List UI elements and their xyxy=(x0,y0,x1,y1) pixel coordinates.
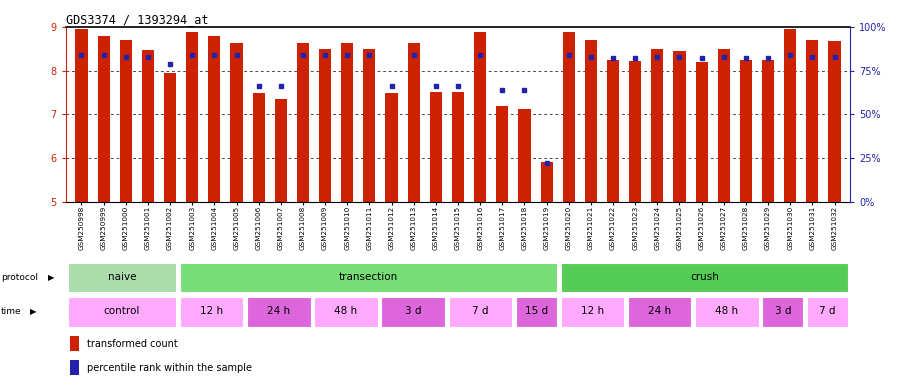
Bar xyxy=(430,91,442,202)
Text: time: time xyxy=(1,308,22,316)
Bar xyxy=(496,106,508,202)
Bar xyxy=(70,360,80,375)
Bar xyxy=(452,91,464,202)
Text: 12 h: 12 h xyxy=(200,306,224,316)
Text: 48 h: 48 h xyxy=(334,306,357,316)
Text: percentile rank within the sample: percentile rank within the sample xyxy=(87,362,252,373)
Bar xyxy=(231,43,243,202)
Bar xyxy=(186,32,198,202)
Bar xyxy=(120,40,132,202)
Bar xyxy=(540,162,552,202)
Bar xyxy=(381,297,445,327)
Text: control: control xyxy=(104,306,140,316)
Bar xyxy=(562,32,575,202)
Text: ▶: ▶ xyxy=(30,308,37,316)
Text: crush: crush xyxy=(690,272,719,282)
Bar xyxy=(386,93,398,202)
Bar xyxy=(762,60,774,202)
Bar xyxy=(253,93,265,202)
Bar xyxy=(68,263,176,292)
Text: 15 d: 15 d xyxy=(525,306,548,316)
Bar xyxy=(75,29,88,202)
Bar xyxy=(314,297,377,327)
Bar xyxy=(784,29,796,202)
Text: 3 d: 3 d xyxy=(775,306,791,316)
Text: transection: transection xyxy=(339,272,398,282)
Bar xyxy=(561,263,848,292)
Bar xyxy=(828,41,841,202)
Bar xyxy=(762,297,803,327)
Bar xyxy=(180,263,557,292)
Bar xyxy=(516,297,557,327)
Bar xyxy=(561,297,624,327)
Text: 48 h: 48 h xyxy=(715,306,738,316)
Text: GDS3374 / 1393294_at: GDS3374 / 1393294_at xyxy=(66,13,209,26)
Text: 3 d: 3 d xyxy=(405,306,421,316)
Bar xyxy=(408,43,420,202)
Bar xyxy=(164,73,176,202)
Bar xyxy=(208,36,221,202)
Bar xyxy=(695,297,758,327)
Text: 7 d: 7 d xyxy=(472,306,488,316)
Bar xyxy=(70,336,80,351)
Text: 12 h: 12 h xyxy=(581,306,604,316)
Bar xyxy=(68,297,176,327)
Text: ▶: ▶ xyxy=(48,273,54,282)
Bar xyxy=(364,49,376,202)
Bar xyxy=(180,297,244,327)
Bar xyxy=(297,43,309,202)
Bar xyxy=(474,32,486,202)
Bar xyxy=(518,109,530,202)
Bar xyxy=(247,297,311,327)
Text: naive: naive xyxy=(108,272,136,282)
Text: transformed count: transformed count xyxy=(87,339,178,349)
Bar xyxy=(584,40,597,202)
Bar xyxy=(806,40,819,202)
Text: protocol: protocol xyxy=(1,273,38,282)
Bar xyxy=(627,297,692,327)
Bar xyxy=(607,60,619,202)
Bar xyxy=(807,297,848,327)
Bar xyxy=(740,60,752,202)
Bar xyxy=(341,43,354,202)
Bar xyxy=(651,49,663,202)
Bar xyxy=(449,297,512,327)
Text: 7 d: 7 d xyxy=(820,306,836,316)
Text: 24 h: 24 h xyxy=(267,306,290,316)
Bar xyxy=(695,62,708,202)
Bar xyxy=(319,49,332,202)
Bar xyxy=(275,99,287,202)
Bar xyxy=(629,61,641,202)
Bar xyxy=(673,51,685,202)
Text: 24 h: 24 h xyxy=(648,306,671,316)
Bar xyxy=(142,50,154,202)
Bar xyxy=(718,49,730,202)
Bar xyxy=(97,36,110,202)
